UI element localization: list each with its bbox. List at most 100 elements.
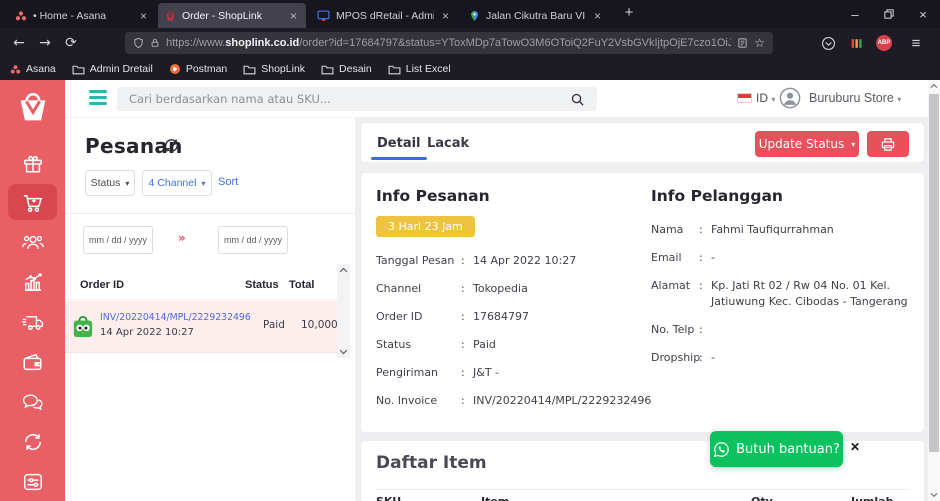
order-info-card: Info Pesanan 3 Hari 23 Jam Tanggal Pesan… — [360, 172, 925, 433]
field-row: Nama: Fahmi Taufiqurrahman — [651, 223, 834, 236]
browser-navbar: ← → ⟳ https://www.shoplink.co.id/order?i… — [0, 28, 940, 58]
col-item: Item — [481, 495, 751, 501]
bookmark-folder-list-excel[interactable]: List Excel — [388, 63, 451, 75]
invoice-link[interactable]: INV/20220414/MPL/2229232496 — [100, 312, 251, 323]
bookmark-folder-shoplink[interactable]: ShopLink — [243, 63, 305, 75]
shoplink-page: ID ▾ Buruburu Store ▾ Pesanan Status▾ 4 … — [0, 80, 940, 501]
whatsapp-icon — [714, 441, 729, 457]
bookmarks-bar: Asana Admin Dretail Postman ShopLink Des… — [0, 58, 940, 80]
menu-toggle-icon[interactable] — [89, 90, 107, 105]
sidebar-item-gift-icon[interactable] — [0, 146, 65, 182]
field-row: Alamat: Kp. Jati Rt 02 / Rw 04 No. 01 Kel… — [651, 278, 908, 308]
sidebar-item-wallet-icon[interactable] — [0, 344, 65, 380]
orders-table-header: Order ID Status Total — [65, 270, 337, 300]
tab-asana[interactable]: • Home - Asana × — [8, 3, 156, 28]
extension-icon[interactable] — [844, 32, 868, 54]
help-close-button[interactable]: ✕ — [850, 440, 861, 454]
folder-icon — [243, 65, 256, 74]
tab-title: Order - ShopLink — [182, 9, 262, 22]
sidebar-item-shipping-icon[interactable] — [0, 304, 65, 340]
info-pesanan-section: Info Pesanan 3 Hari 23 Jam Tanggal Pesan… — [376, 187, 651, 421]
tab-maps[interactable]: Jalan Cikutra Baru VI ke Bhinnek × — [462, 3, 610, 28]
col-status: Status — [245, 278, 279, 291]
col-qty: Qty — [751, 495, 851, 501]
shield-icon[interactable] — [133, 37, 144, 49]
window-minimize-button[interactable]: – — [851, 6, 859, 22]
tab-close-icon[interactable]: × — [441, 8, 449, 23]
tab-title: MPOS dRetail - Admin Login — [336, 9, 434, 22]
forward-button[interactable]: → — [39, 35, 51, 51]
bookmark-folder-admin-dretail[interactable]: Admin Dretail — [72, 63, 153, 75]
tokopedia-icon — [73, 315, 93, 338]
field-row: Dropship: - — [651, 350, 715, 364]
status-filter-dropdown[interactable]: Status ▾ — [85, 170, 135, 196]
app-topbar: ID ▾ Buruburu Store ▾ — [65, 80, 928, 117]
page-scrollbar[interactable] — [928, 80, 940, 501]
menu-icon[interactable]: ≡ — [911, 34, 921, 52]
tab-close-icon[interactable]: × — [139, 8, 147, 23]
maps-favicon — [471, 10, 478, 21]
sidebar-item-customers-icon[interactable] — [0, 224, 65, 260]
search-icon[interactable] — [570, 92, 585, 107]
tab-title: Jalan Cikutra Baru VI ke Bhinnek — [486, 9, 586, 22]
print-button[interactable] — [867, 131, 909, 157]
refresh-orders-icon[interactable] — [163, 137, 180, 159]
tab-close-icon[interactable]: × — [593, 8, 601, 23]
sidebar-item-chat-icon[interactable] — [0, 384, 65, 420]
tab-mpos[interactable]: MPOS dRetail - Admin Login × — [310, 3, 458, 28]
orders-list-scrollbar[interactable] — [337, 264, 350, 358]
browser-titlebar: • Home - Asana × Order - ShopLink × MPOS… — [0, 0, 940, 28]
channel-filter-dropdown[interactable]: 4 Channel ▾ — [142, 170, 212, 196]
bookmark-folder-desain[interactable]: Desain — [321, 63, 372, 75]
scroll-up-icon[interactable] — [930, 83, 938, 89]
tab-lacak[interactable]: Lacak — [427, 136, 470, 151]
scroll-down-icon[interactable] — [930, 492, 938, 498]
search-input[interactable] — [117, 92, 570, 106]
shoplink-logo-icon[interactable] — [0, 84, 65, 132]
field-row: Order ID:17684797 — [376, 309, 529, 323]
window-close-button[interactable]: × — [919, 6, 927, 22]
avatar[interactable] — [779, 87, 801, 109]
bookmark-asana[interactable]: Asana — [10, 63, 56, 75]
new-tab-button[interactable]: + — [624, 4, 634, 21]
window-restore-button[interactable] — [872, 0, 906, 28]
product-search — [117, 87, 597, 111]
scroll-up-icon[interactable] — [339, 267, 348, 273]
tab-shoplink-order[interactable]: Order - ShopLink × — [158, 3, 306, 28]
item-table-header: SKU Item Qty Jumlah — [376, 489, 909, 501]
tab-close-icon[interactable]: × — [289, 8, 297, 23]
tab-detail[interactable]: Detail — [371, 123, 427, 164]
adblock-icon[interactable]: ABP — [872, 32, 896, 54]
order-age-badge: 3 Hari 23 Jam — [376, 216, 475, 237]
reload-button[interactable]: ⟳ — [65, 35, 77, 51]
bookmark-star-icon[interactable]: ☆ — [754, 36, 765, 50]
order-row[interactable]: INV/20220414/MPL/2229232496 14 Apr 2022 … — [65, 301, 338, 353]
indonesia-flag-icon — [737, 93, 752, 103]
sidebar-item-analytics-icon[interactable] — [0, 264, 65, 300]
reader-mode-icon[interactable] — [737, 37, 748, 49]
field-row: Status: Paid — [376, 337, 496, 351]
pocket-icon[interactable] — [816, 32, 840, 54]
date-from-input[interactable]: mm / dd / yyyy — [83, 226, 153, 254]
col-total: Total — [289, 278, 315, 291]
back-button[interactable]: ← — [13, 35, 25, 51]
url-text[interactable]: https://www.shoplink.co.id/order?id=1768… — [166, 37, 732, 49]
scroll-down-icon[interactable] — [339, 349, 348, 355]
sort-link[interactable]: Sort — [218, 176, 239, 188]
url-bar[interactable]: https://www.shoplink.co.id/order?id=1768… — [125, 32, 773, 54]
bookmark-postman[interactable]: Postman — [169, 63, 227, 75]
sidebar-item-orders-icon[interactable] — [8, 184, 57, 220]
tab-title: • Home - Asana — [33, 9, 107, 22]
postman-icon — [169, 64, 180, 74]
whatsapp-help-button[interactable]: Butuh bantuan? — [710, 431, 843, 467]
sidebar-item-sync-icon[interactable] — [0, 424, 65, 460]
date-range-separator: » — [178, 231, 186, 245]
scrollbar-thumb[interactable] — [929, 94, 939, 452]
store-selector[interactable]: Buruburu Store ▾ — [809, 91, 902, 105]
sidebar-item-settings-icon[interactable] — [0, 464, 65, 500]
info-pelanggan-section: Info Pelanggan Nama: Fahmi Taufiqurrahman… — [651, 187, 913, 378]
update-status-button[interactable]: Update Status ▾ — [755, 131, 859, 157]
date-to-input[interactable]: mm / dd / yyyy — [218, 226, 288, 254]
language-selector[interactable]: ID ▾ — [756, 91, 776, 105]
asana-icon — [10, 64, 21, 73]
